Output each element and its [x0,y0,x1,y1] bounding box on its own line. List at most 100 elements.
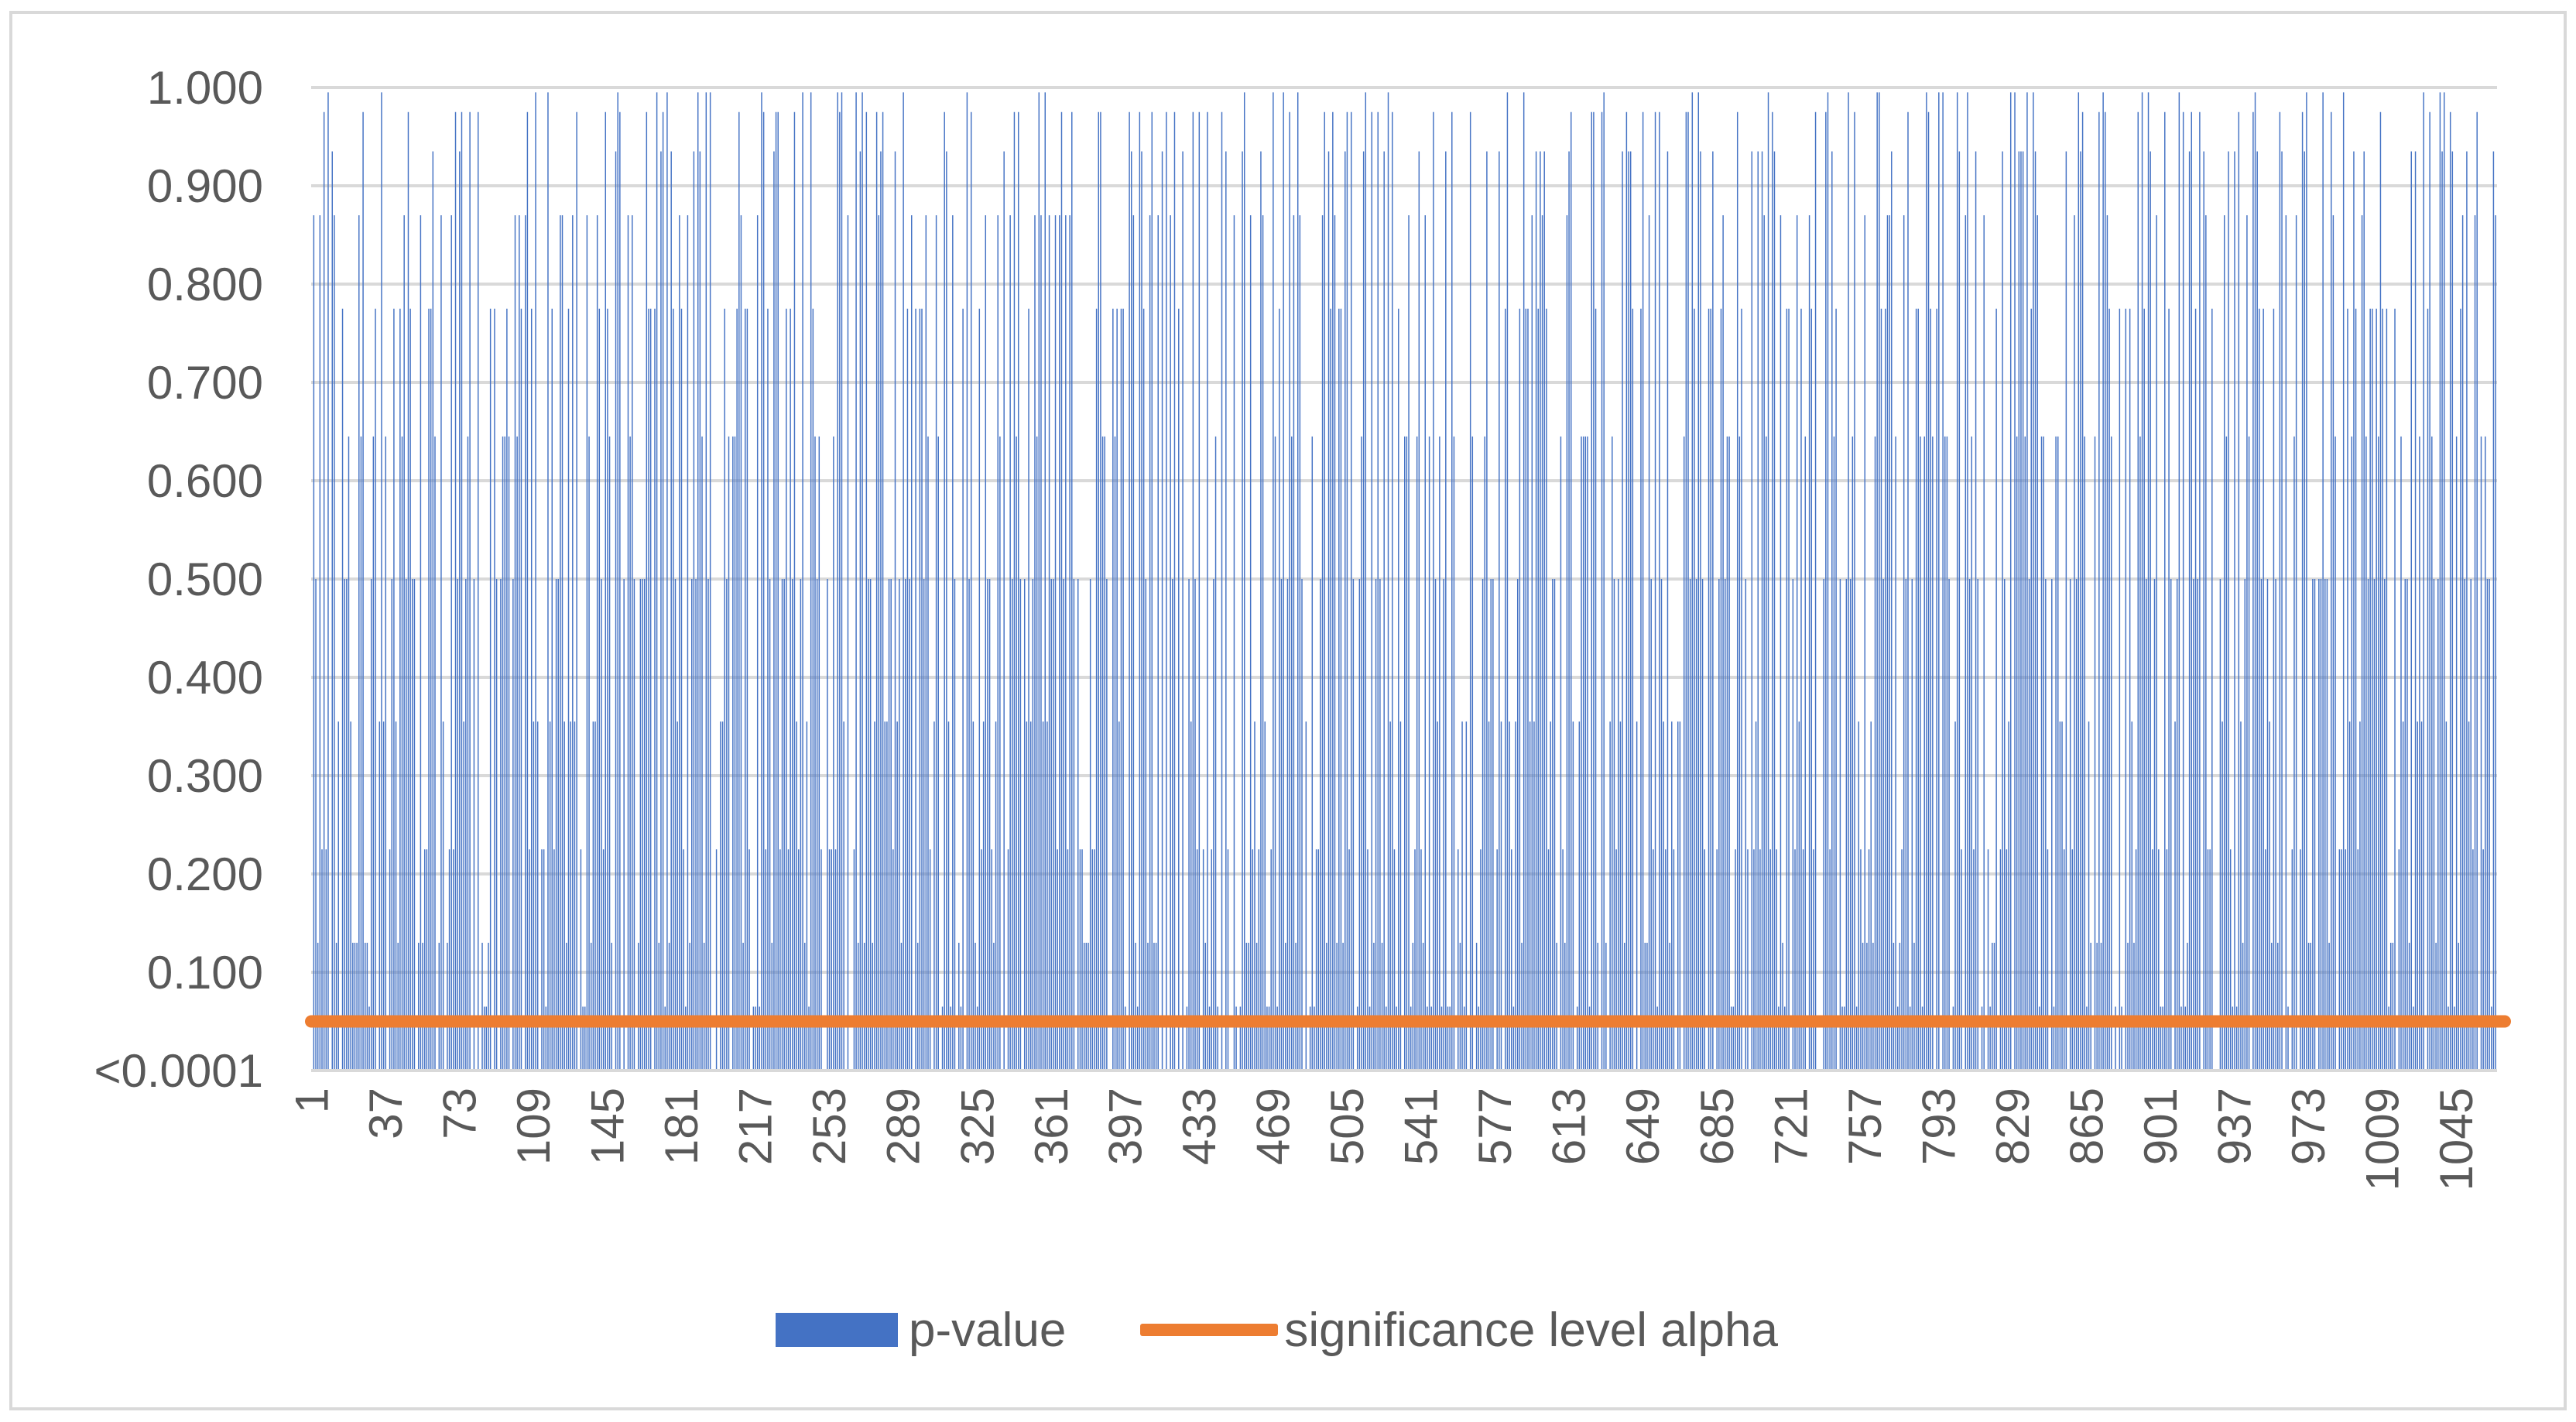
p-value-bar [1759,849,1761,1071]
p-value-bar [2266,579,2269,1071]
p-value-bar [947,721,950,1071]
p-value-bar [2470,579,2472,1071]
p-value-bar [1595,308,1597,1071]
p-value-bar [1434,579,1437,1071]
p-value-bar [894,151,896,1071]
p-value-bar [2388,1006,2389,1071]
p-value-bar [1553,579,1556,1071]
p-value-bar [869,579,872,1071]
p-value-bar [649,308,652,1071]
p-value-bar [1722,215,1724,1071]
p-value-bar [1808,215,1810,1071]
p-value-bar [1731,1006,1732,1071]
x-tick-label: 1009 [2357,1088,2409,1191]
p-value-bar [1029,721,1032,1071]
p-value-bar [535,92,536,1071]
p-value-bar [2363,151,2365,1071]
p-value-bar [313,215,315,1071]
p-value-bar [2009,92,2012,1071]
x-tick-label: 37 [360,1088,412,1139]
p-value-bar [494,308,495,1071]
p-value-bar [1516,579,1519,1071]
p-value-bar [2040,436,2043,1071]
chart-svg: <0.0001 0.100 0.200 0.300 0.400 0.500 0.600 0.7… [94,62,2511,1191]
p-value-bar [2466,151,2468,1071]
x-tick-label: 577 [1469,1088,1521,1165]
p-value-bar [2348,721,2351,1071]
p-value-bar [500,579,502,1071]
p-value-bar [1956,92,1958,1071]
p-value-bar [1122,308,1124,1071]
p-value-bar [2379,111,2382,1071]
p-value-bar [2260,579,2263,1071]
p-value-bar [502,436,504,1071]
p-value-bar [1823,579,1824,1071]
p-value-bar [2152,849,2153,1071]
p-value-bar [1895,436,1896,1071]
x-tick-label: 973 [2283,1088,2334,1165]
p-value-bar [1451,111,1453,1071]
p-value-bar [1248,942,1249,1071]
p-value-bar [1831,151,1833,1071]
p-value-bar [1465,721,1468,1071]
p-value-bar [1615,849,1617,1071]
p-value-bar [1547,849,1550,1071]
p-value-bar [1673,849,1675,1071]
x-tick-label: 73 [433,1088,485,1139]
p-value-bar [2153,579,2156,1071]
p-value-bar [362,111,364,1071]
p-value-bar [1342,942,1344,1071]
p-value-bar [442,721,444,1071]
p-value-bar [2386,308,2388,1071]
p-value-bar [469,111,471,1071]
p-value-bar [1533,721,1535,1071]
p-value-bar [1406,436,1408,1071]
p-value-bar [759,1006,761,1071]
p-value-bar [1321,215,1324,1071]
p-value-bar [705,92,707,1071]
p-value-bar [1065,215,1067,1071]
p-value-bar [668,942,670,1071]
p-value-bar [1613,579,1615,1071]
p-value-bar [454,111,457,1071]
p-value-bar [382,721,385,1071]
p-value-bar [366,942,368,1071]
p-value-bar [2273,308,2275,1071]
p-value-bar [2287,1006,2289,1071]
p-value-bar [2096,942,2098,1071]
p-value-bar [999,436,1001,1071]
p-value-bar [413,579,416,1071]
p-value-bar [1763,215,1765,1071]
p-value-bar [896,721,898,1071]
p-value-bar [1901,849,1903,1071]
p-value-bar [423,849,426,1071]
p-value-bar [2229,849,2232,1071]
p-value-bar [1578,721,1581,1071]
p-value-bar [1656,1006,1658,1071]
p-value-bar [2100,942,2102,1071]
p-value-bar [2209,849,2211,1071]
p-value-bar [448,849,450,1071]
p-value-bar [1285,942,1286,1071]
p-value-bar [1190,721,1192,1071]
p-value-bar [1915,308,1917,1071]
p-value-bar [800,579,802,1071]
p-value-bar [2322,92,2324,1071]
p-value-bar [1527,308,1529,1071]
p-value-bar [596,215,598,1071]
p-value-bar [1274,436,1276,1071]
p-value-bar [2160,1006,2162,1071]
p-value-bar [1736,111,1738,1071]
p-value-bar [1428,436,1430,1071]
p-value-bar [1987,849,1989,1071]
p-value-bar [1358,579,1361,1071]
p-value-bar [2232,1006,2234,1071]
p-value-bar [1708,308,1710,1071]
p-value-bar [1095,308,1098,1071]
p-value-bar [1587,436,1588,1071]
p-value-bar [1375,579,1377,1071]
p-value-bar [1839,579,1841,1071]
p-value-bar [1728,436,1730,1071]
p-value-bar [1367,849,1368,1071]
p-value-bar [1147,942,1149,1071]
